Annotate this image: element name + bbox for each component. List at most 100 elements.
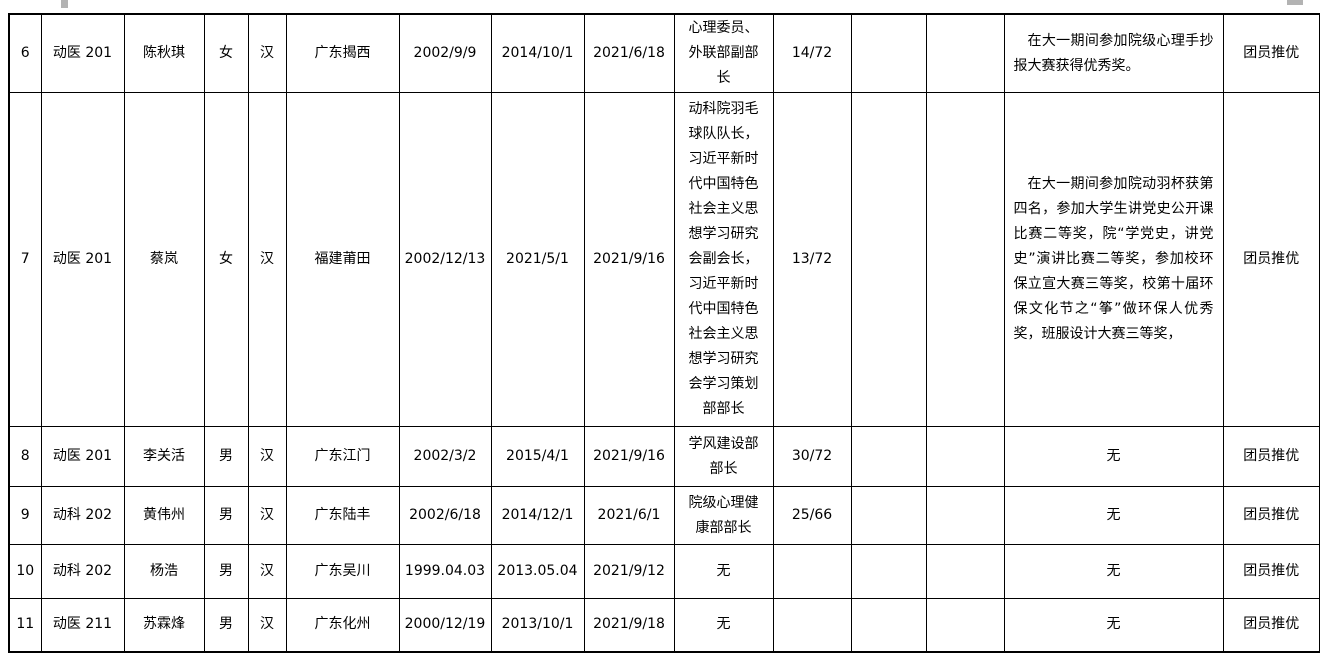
cell-hometown[interactable]: 广东陆丰 [285, 486, 400, 545]
cell-date1[interactable]: 2013/10/1 [490, 598, 585, 652]
cell-empty-2[interactable] [925, 486, 1005, 545]
cell-gender[interactable]: 女 [203, 13, 249, 93]
cell-opinion[interactable]: 团员推优 [1222, 92, 1320, 427]
cell-name[interactable]: 陈秋琪 [123, 13, 205, 93]
table-row: 11 动医 211 苏霖烽 男 汉 广东化州 2000/12/19 2013/1… [8, 598, 1320, 652]
table-row: 8 动医 201 李关活 男 汉 广东江门 2002/3/2 2015/4/1 … [8, 426, 1320, 487]
cell-row-number[interactable]: 9 [8, 486, 42, 545]
cell-ethnicity[interactable]: 汉 [247, 544, 287, 599]
cell-date2[interactable]: 2021/9/16 [583, 92, 675, 427]
cell-empty-1[interactable] [850, 598, 927, 652]
cell-class[interactable]: 动医 201 [40, 426, 125, 487]
cell-name[interactable]: 黄伟州 [123, 486, 205, 545]
cell-score[interactable]: 13/72 [772, 92, 852, 427]
cell-position[interactable]: 无 [673, 598, 774, 652]
cell-ethnicity[interactable]: 汉 [247, 426, 287, 487]
cell-empty-2[interactable] [925, 426, 1005, 487]
cell-date2[interactable]: 2021/6/1 [583, 486, 675, 545]
cell-date2[interactable]: 2021/9/16 [583, 426, 675, 487]
cell-row-number[interactable]: 8 [8, 426, 42, 487]
cell-date2[interactable]: 2021/9/18 [583, 598, 675, 652]
cell-class[interactable]: 动医 201 [40, 92, 125, 427]
cell-position[interactable]: 心理委员、外联部副部长 [673, 13, 774, 93]
cell-score[interactable] [772, 598, 852, 652]
table-row: 6 动医 201 陈秋琪 女 汉 广东揭西 2002/9/9 2014/10/1… [8, 13, 1320, 93]
cell-class[interactable]: 动医 211 [40, 598, 125, 652]
cell-gender[interactable]: 女 [203, 92, 249, 427]
cell-hometown[interactable]: 广东吴川 [285, 544, 400, 599]
cell-birthday[interactable]: 2002/6/18 [398, 486, 492, 545]
cell-empty-1[interactable] [850, 13, 927, 93]
cropped-cell-fragment-right [1287, 0, 1303, 5]
cell-empty-2[interactable] [925, 544, 1005, 599]
cell-ethnicity[interactable]: 汉 [247, 486, 287, 545]
cell-gender[interactable]: 男 [203, 544, 249, 599]
cell-row-number[interactable]: 10 [8, 544, 42, 599]
cell-opinion[interactable]: 团员推优 [1222, 544, 1320, 599]
cell-name[interactable]: 杨浩 [123, 544, 205, 599]
member-evaluation-table: 6 动医 201 陈秋琪 女 汉 广东揭西 2002/9/9 2014/10/1… [8, 13, 1320, 653]
cell-class[interactable]: 动科 202 [40, 486, 125, 545]
cell-ethnicity[interactable]: 汉 [247, 598, 287, 652]
cell-hometown[interactable]: 广东化州 [285, 598, 400, 652]
cell-ethnicity[interactable]: 汉 [247, 92, 287, 427]
cell-awards[interactable]: 无 [1003, 598, 1224, 652]
cell-score[interactable]: 14/72 [772, 13, 852, 93]
cell-hometown[interactable]: 福建莆田 [285, 92, 400, 427]
cell-row-number[interactable]: 6 [8, 13, 42, 93]
cell-row-number[interactable]: 7 [8, 92, 42, 427]
cell-date2[interactable]: 2021/6/18 [583, 13, 675, 93]
cell-position[interactable]: 无 [673, 544, 774, 599]
cell-score[interactable]: 25/66 [772, 486, 852, 545]
cell-empty-1[interactable] [850, 544, 927, 599]
cell-opinion[interactable]: 团员推优 [1222, 13, 1320, 93]
cell-row-number[interactable]: 11 [8, 598, 42, 652]
cell-birthday[interactable]: 2002/9/9 [398, 13, 492, 93]
cell-date1[interactable]: 2014/10/1 [490, 13, 585, 93]
cell-date1[interactable]: 2015/4/1 [490, 426, 585, 487]
cell-awards[interactable]: 无 [1003, 544, 1224, 599]
cell-hometown[interactable]: 广东江门 [285, 426, 400, 487]
cell-empty-2[interactable] [925, 598, 1005, 652]
cell-score[interactable]: 30/72 [772, 426, 852, 487]
table-row: 9 动科 202 黄伟州 男 汉 广东陆丰 2002/6/18 2014/12/… [8, 486, 1320, 545]
cell-gender[interactable]: 男 [203, 486, 249, 545]
cell-awards[interactable]: 无 [1003, 486, 1224, 545]
cell-birthday[interactable]: 2002/12/13 [398, 92, 492, 427]
cell-name[interactable]: 苏霖烽 [123, 598, 205, 652]
cell-opinion[interactable]: 团员推优 [1222, 426, 1320, 487]
cell-empty-2[interactable] [925, 13, 1005, 93]
cell-date1[interactable]: 2013.05.04 [490, 544, 585, 599]
cell-score[interactable] [772, 544, 852, 599]
cell-gender[interactable]: 男 [203, 426, 249, 487]
cell-class[interactable]: 动科 202 [40, 544, 125, 599]
cell-date2[interactable]: 2021/9/12 [583, 544, 675, 599]
cell-gender[interactable]: 男 [203, 598, 249, 652]
cell-empty-1[interactable] [850, 92, 927, 427]
cell-empty-1[interactable] [850, 426, 927, 487]
cell-ethnicity[interactable]: 汉 [247, 13, 287, 93]
cell-awards[interactable]: 在大一期间参加院级心理手抄报大赛获得优秀奖。 [1003, 13, 1224, 93]
cell-opinion[interactable]: 团员推优 [1222, 598, 1320, 652]
cell-birthday[interactable]: 2000/12/19 [398, 598, 492, 652]
cell-name[interactable]: 李关活 [123, 426, 205, 487]
cell-birthday[interactable]: 2002/3/2 [398, 426, 492, 487]
cell-awards[interactable]: 在大一期间参加院动羽杯获第四名，参加大学生讲党史公开课比赛二等奖，院“学党史，讲… [1003, 92, 1224, 427]
cell-position[interactable]: 学风建设部部长 [673, 426, 774, 487]
cell-empty-2[interactable] [925, 92, 1005, 427]
cell-position[interactable]: 院级心理健康部部长 [673, 486, 774, 545]
cell-birthday[interactable]: 1999.04.03 [398, 544, 492, 599]
cell-name[interactable]: 蔡岚 [123, 92, 205, 427]
table-row: 10 动科 202 杨浩 男 汉 广东吴川 1999.04.03 2013.05… [8, 544, 1320, 599]
cell-date1[interactable]: 2014/12/1 [490, 486, 585, 545]
cell-awards[interactable]: 无 [1003, 426, 1224, 487]
cell-opinion[interactable]: 团员推优 [1222, 486, 1320, 545]
cell-date1[interactable]: 2021/5/1 [490, 92, 585, 427]
cell-class[interactable]: 动医 201 [40, 13, 125, 93]
cell-position[interactable]: 动科院羽毛球队队长，习近平新时代中国特色社会主义思想学习研究会副会长，习近平新时… [673, 92, 774, 427]
cell-hometown[interactable]: 广东揭西 [285, 13, 400, 93]
table-row: 7 动医 201 蔡岚 女 汉 福建莆田 2002/12/13 2021/5/1… [8, 92, 1320, 427]
cropped-cell-fragment-left [61, 0, 68, 8]
cell-empty-1[interactable] [850, 486, 927, 545]
